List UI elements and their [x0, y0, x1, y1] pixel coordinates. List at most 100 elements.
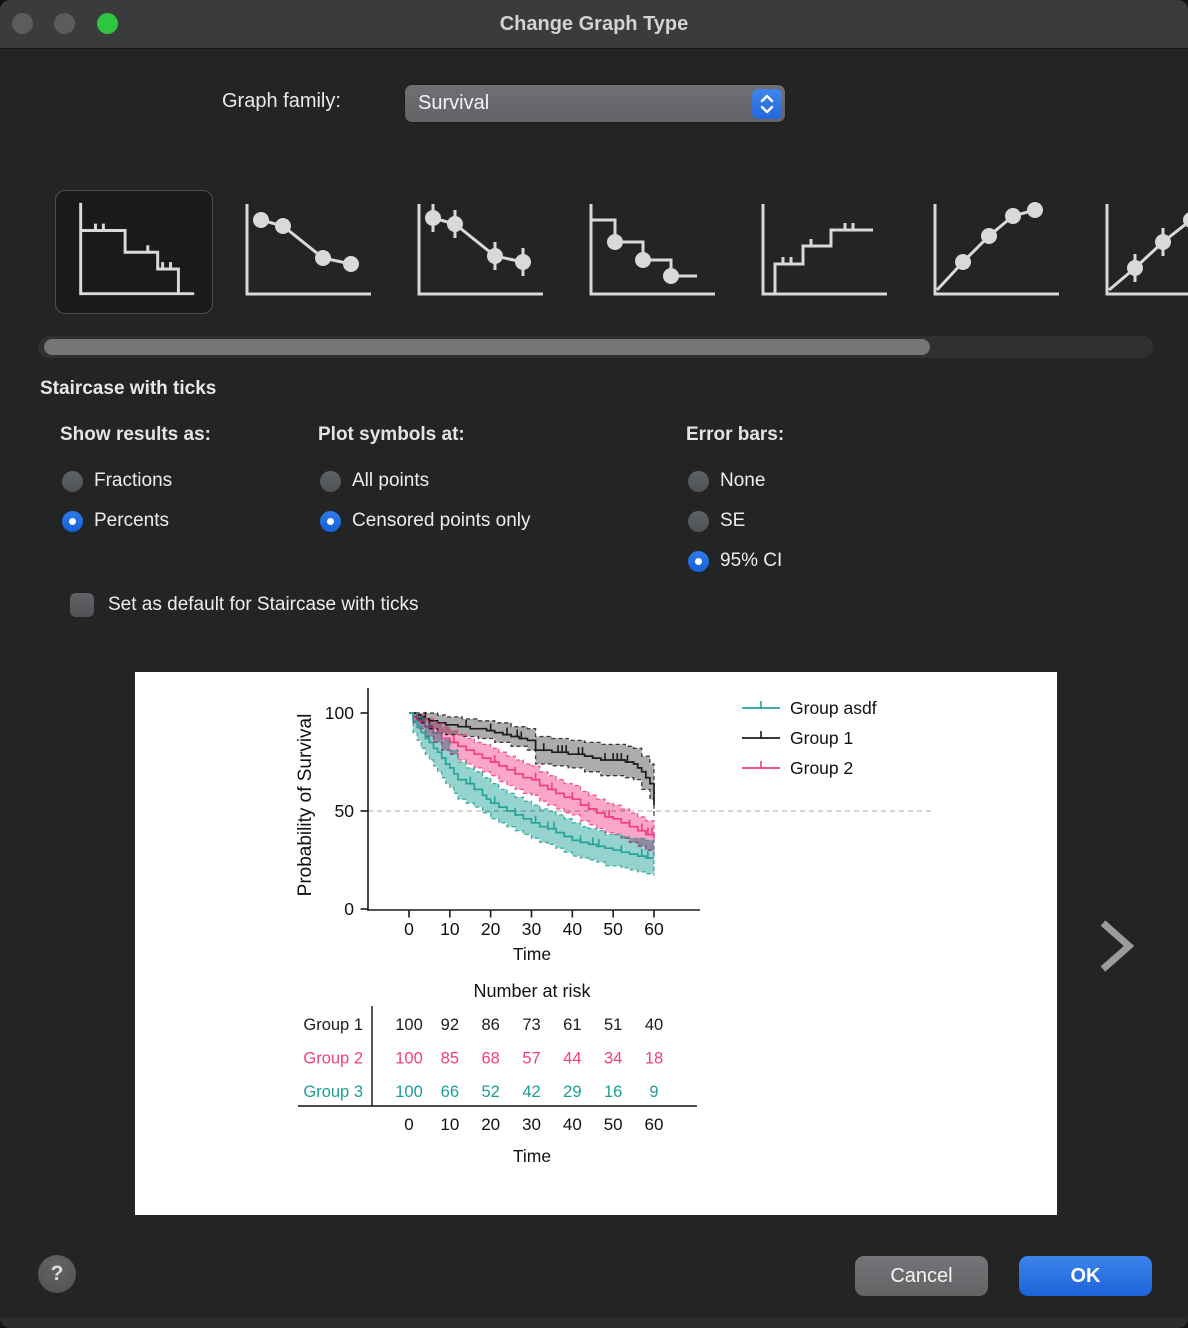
risk-value: 44 — [563, 1050, 581, 1068]
risk-time-label: 0 — [404, 1115, 413, 1134]
ci-band-edge — [409, 712, 655, 817]
symbols-error-down-icon — [417, 204, 543, 296]
radio-label-fractions: Fractions — [94, 470, 173, 491]
y-axis-title: Probability of Survival — [295, 714, 316, 897]
radio-all-points[interactable]: All points — [320, 470, 429, 492]
risk-value: 18 — [645, 1050, 663, 1068]
risk-value: 73 — [522, 1016, 540, 1034]
set-default-row[interactable]: Set as default for Staircase with ticks — [70, 593, 418, 617]
error-bars-heading: Error bars: — [686, 424, 785, 445]
risk-value: 9 — [649, 1083, 658, 1101]
risk-time-label: 50 — [604, 1115, 623, 1134]
radio-label-censored-only: Censored points only — [352, 510, 531, 531]
set-default-label: Set as default for Staircase with ticks — [108, 594, 419, 615]
thumbnail-symbols-error-bars-up[interactable] — [1087, 190, 1188, 314]
x-tick-label: 60 — [644, 919, 664, 939]
chevron-right-icon — [1100, 920, 1135, 972]
help-button[interactable]: ? — [38, 1255, 76, 1293]
radio-circle-none[interactable] — [688, 470, 709, 492]
radio-none[interactable]: None — [688, 470, 765, 492]
risk-value: 40 — [645, 1016, 663, 1034]
radio-circle-se[interactable] — [688, 510, 709, 532]
radio-fractions[interactable]: Fractions — [62, 470, 172, 492]
thumbnail-scrollbar-track[interactable] — [38, 336, 1153, 358]
radio-circle-all-points[interactable] — [320, 470, 341, 492]
x-tick-label: 20 — [481, 919, 501, 939]
thumbnail-symbols-connecting-line-down[interactable] — [227, 190, 385, 314]
radio-95ci[interactable]: 95% CI — [688, 550, 782, 572]
survival-curve — [409, 712, 654, 859]
risk-time-label: 30 — [522, 1115, 541, 1134]
graph-preview-panel: 0 50 100 0 10 20 30 40 50 60 Time Probability of Su… — [135, 672, 1057, 1215]
risk-time-label: 20 — [481, 1115, 500, 1134]
risk-value: 100 — [395, 1050, 423, 1068]
staircase-symbols-icon — [589, 204, 715, 296]
radio-circle-95ci[interactable] — [688, 550, 709, 572]
legend-label: Group 1 — [790, 728, 853, 748]
cancel-button[interactable]: Cancel — [855, 1256, 988, 1296]
y-tick-label: 50 — [335, 801, 355, 821]
graph-type-name: Staircase with ticks — [40, 378, 217, 399]
risk-row-label: Group 1 — [303, 1016, 363, 1034]
radio-label-se: SE — [720, 510, 746, 531]
radio-label-all-points: All points — [352, 470, 430, 491]
staircase-ticks-up-icon — [761, 204, 887, 296]
x-tick-label: 30 — [522, 919, 542, 939]
symbols-error-up-icon — [1105, 204, 1188, 296]
radio-circle-percents[interactable] — [62, 510, 83, 532]
risk-value: 16 — [604, 1083, 622, 1101]
set-default-checkbox[interactable] — [70, 593, 94, 617]
risk-time-label: 60 — [645, 1115, 664, 1134]
thumbnail-staircase-with-ticks[interactable] — [55, 190, 213, 314]
risk-xlabel: Time — [513, 1146, 551, 1166]
zoom-button[interactable] — [96, 12, 118, 34]
window-title: Change Graph Type — [499, 13, 689, 35]
risk-value: 100 — [395, 1016, 423, 1034]
survival-curve — [409, 712, 655, 806]
minimize-button[interactable] — [53, 12, 75, 34]
radio-label-95ci: 95% CI — [720, 550, 783, 571]
number-at-risk-title: Number at risk — [473, 981, 591, 1001]
survival-chart: 0 50 100 0 10 20 30 40 50 60 Time Probability of Su… — [135, 672, 1057, 1215]
symbols-line-down-icon — [245, 204, 371, 296]
risk-value: 61 — [563, 1016, 581, 1034]
window-bottom-edge — [0, 1317, 1188, 1328]
radio-se[interactable]: SE — [688, 510, 745, 532]
radio-percents[interactable]: Percents — [62, 510, 169, 532]
graph-family-value: Survival — [418, 92, 490, 114]
thumbnail-staircase-with-ticks-up[interactable] — [743, 190, 901, 314]
thumbnail-staircase-with-symbols[interactable] — [571, 190, 729, 314]
thumbnail-scrollbar-thumb[interactable] — [44, 339, 930, 355]
next-preview-button[interactable] — [1095, 916, 1143, 976]
staircase-with-ticks-icon — [79, 202, 195, 296]
x-tick-label: 40 — [563, 919, 583, 939]
graph-family-dropdown[interactable]: Survival — [405, 85, 785, 122]
risk-time-label: 40 — [563, 1115, 582, 1134]
risk-value: 86 — [481, 1016, 499, 1034]
risk-value: 85 — [441, 1050, 459, 1068]
title-bar: Change Graph Type — [0, 0, 1188, 49]
risk-row-label: Group 2 — [303, 1050, 363, 1068]
radio-label-none: None — [720, 470, 766, 491]
close-button[interactable] — [11, 12, 33, 34]
y-tick-label: 0 — [344, 899, 354, 919]
thumbnail-symbols-error-bars-down[interactable] — [399, 190, 557, 314]
radio-circle-censored-only[interactable] — [320, 510, 341, 532]
ci-band — [409, 713, 654, 855]
risk-time-label: 10 — [440, 1115, 459, 1134]
risk-value: 51 — [604, 1016, 622, 1034]
radio-circle-fractions[interactable] — [62, 470, 83, 492]
radio-censored-only[interactable]: Censored points only — [320, 510, 531, 532]
risk-value: 52 — [481, 1083, 499, 1101]
risk-value: 34 — [604, 1050, 622, 1068]
dropdown-stepper-icon[interactable] — [751, 88, 782, 119]
survival-curve — [409, 712, 655, 839]
risk-value: 100 — [395, 1083, 423, 1101]
graph-family-label: Graph family: — [222, 90, 341, 112]
thumbnail-symbols-connecting-line-up[interactable] — [915, 190, 1073, 314]
risk-value: 29 — [563, 1083, 581, 1101]
ok-button[interactable]: OK — [1019, 1256, 1152, 1296]
x-tick-label: 0 — [404, 919, 414, 939]
y-tick-label: 100 — [325, 703, 354, 723]
risk-value: 92 — [441, 1016, 459, 1034]
